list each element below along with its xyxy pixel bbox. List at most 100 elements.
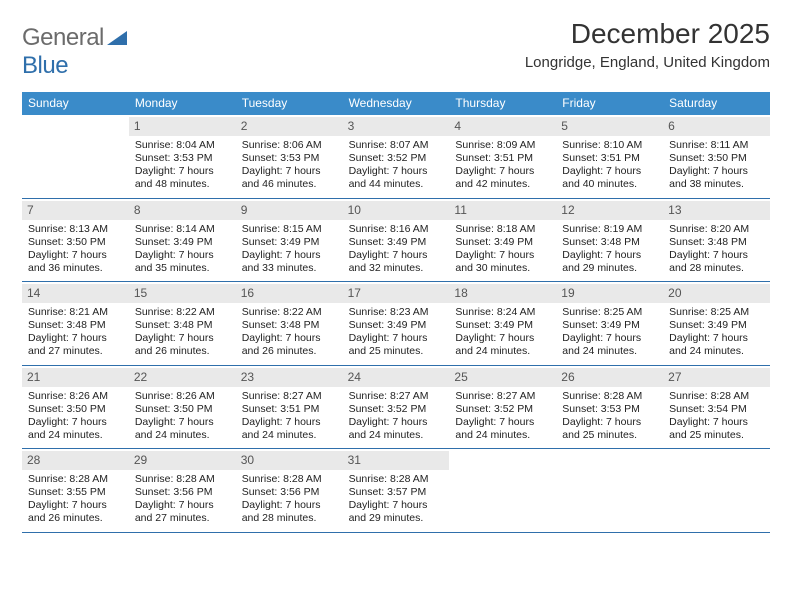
day-number: 21 [22, 368, 129, 387]
daylight-text: and 35 minutes. [135, 262, 230, 275]
daylight-text: and 24 minutes. [135, 429, 230, 442]
daylight-text: Daylight: 7 hours [349, 499, 444, 512]
day-cell: 15Sunrise: 8:22 AMSunset: 3:48 PMDayligh… [129, 282, 236, 365]
daylight-text: Daylight: 7 hours [349, 249, 444, 262]
sunset-text: Sunset: 3:57 PM [349, 486, 444, 499]
daylight-text: Daylight: 7 hours [455, 416, 550, 429]
day-cell: 18Sunrise: 8:24 AMSunset: 3:49 PMDayligh… [449, 282, 556, 365]
sunrise-text: Sunrise: 8:04 AM [135, 139, 230, 152]
day-number: 28 [22, 451, 129, 470]
sunrise-text: Sunrise: 8:26 AM [28, 390, 123, 403]
day-number: 15 [129, 284, 236, 303]
daylight-text: and 24 minutes. [562, 345, 657, 358]
daylight-text: and 25 minutes. [669, 429, 764, 442]
daylight-text: Daylight: 7 hours [28, 416, 123, 429]
day-number: 10 [343, 201, 450, 220]
sunset-text: Sunset: 3:48 PM [669, 236, 764, 249]
day-number: 31 [343, 451, 450, 470]
sunrise-text: Sunrise: 8:21 AM [28, 306, 123, 319]
daylight-text: and 32 minutes. [349, 262, 444, 275]
daylight-text: Daylight: 7 hours [455, 332, 550, 345]
sunset-text: Sunset: 3:53 PM [135, 152, 230, 165]
week-row: 14 Sunrise: 8:21 AMSunset: 3:48 PM Dayligh… [22, 282, 770, 366]
daylight-text: Daylight: 7 hours [242, 249, 337, 262]
daylight-text: Daylight: 7 hours [135, 332, 230, 345]
logo-triangle-icon [107, 24, 127, 52]
daylight-text: and 46 minutes. [242, 178, 337, 191]
daylight-text: and 48 minutes. [135, 178, 230, 191]
week-row: 1Sunrise: 8:04 AMSunset: 3:53 PMDaylight… [22, 115, 770, 199]
day-cell: 20Sunrise: 8:25 AMSunset: 3:49 PMDayligh… [663, 282, 770, 365]
daylight-text: Daylight: 7 hours [669, 416, 764, 429]
daylight-text: Daylight: 7 hours [135, 249, 230, 262]
day-number: 2 [236, 117, 343, 136]
daylight-text: and 24 minutes. [455, 429, 550, 442]
day-cell: 8Sunrise: 8:14 AMSunset: 3:49 PMDaylight… [129, 199, 236, 282]
sunset-text: Sunset: 3:48 PM [28, 319, 123, 332]
day-number: 25 [449, 368, 556, 387]
daylight-text: Daylight: 7 hours [28, 249, 123, 262]
empty-cell [22, 115, 129, 198]
day-number: 14 [22, 284, 129, 303]
day-cell: 6Sunrise: 8:11 AMSunset: 3:50 PMDaylight… [663, 115, 770, 198]
daylight-text: Daylight: 7 hours [28, 499, 123, 512]
sunset-text: Sunset: 3:56 PM [242, 486, 337, 499]
daylight-text: and 24 minutes. [349, 429, 444, 442]
day-header-cell: Saturday [663, 92, 770, 115]
day-cell: 11Sunrise: 8:18 AMSunset: 3:49 PMDayligh… [449, 199, 556, 282]
daylight-text: and 40 minutes. [562, 178, 657, 191]
daylight-text: and 27 minutes. [135, 512, 230, 525]
daylight-text: Daylight: 7 hours [349, 165, 444, 178]
empty-cell [556, 449, 663, 532]
sunset-text: Sunset: 3:53 PM [242, 152, 337, 165]
sunset-text: Sunset: 3:52 PM [349, 403, 444, 416]
day-number: 11 [449, 201, 556, 220]
day-number: 27 [663, 368, 770, 387]
calendar: SundayMondayTuesdayWednesdayThursdayFrid… [22, 92, 770, 533]
day-number: 7 [22, 201, 129, 220]
sunrise-text: Sunrise: 8:06 AM [242, 139, 337, 152]
day-cell: 17Sunrise: 8:23 AMSunset: 3:49 PMDayligh… [343, 282, 450, 365]
day-number: 30 [236, 451, 343, 470]
sunrise-text: Sunrise: 8:11 AM [669, 139, 764, 152]
daylight-text: Daylight: 7 hours [562, 416, 657, 429]
daylight-text: Daylight: 7 hours [242, 332, 337, 345]
day-cell: 4Sunrise: 8:09 AMSunset: 3:51 PMDaylight… [449, 115, 556, 198]
daylight-text: Daylight: 7 hours [135, 416, 230, 429]
daylight-text: Daylight: 7 hours [562, 249, 657, 262]
sunset-text: Sunset: 3:49 PM [349, 319, 444, 332]
daylight-text: and 42 minutes. [455, 178, 550, 191]
day-number: 19 [556, 284, 663, 303]
daylight-text: Daylight: 7 hours [242, 416, 337, 429]
sunset-text: Sunset: 3:50 PM [28, 403, 123, 416]
day-header-row: SundayMondayTuesdayWednesdayThursdayFrid… [22, 92, 770, 115]
sunrise-text: Sunrise: 8:19 AM [562, 223, 657, 236]
day-cell: 25Sunrise: 8:27 AMSunset: 3:52 PMDayligh… [449, 366, 556, 449]
day-number: 3 [343, 117, 450, 136]
daylight-text: and 44 minutes. [349, 178, 444, 191]
sunset-text: Sunset: 3:53 PM [562, 403, 657, 416]
daylight-text: and 24 minutes. [455, 345, 550, 358]
day-cell: 10Sunrise: 8:16 AMSunset: 3:49 PMDayligh… [343, 199, 450, 282]
sunrise-text: Sunrise: 8:22 AM [135, 306, 230, 319]
day-number: 4 [449, 117, 556, 136]
day-number: 6 [663, 117, 770, 136]
daylight-text: and 29 minutes. [349, 512, 444, 525]
daylight-text: Daylight: 7 hours [669, 332, 764, 345]
sunrise-text: Sunrise: 8:28 AM [562, 390, 657, 403]
sunset-text: Sunset: 3:54 PM [669, 403, 764, 416]
daylight-text: and 26 minutes. [135, 345, 230, 358]
day-number: 23 [236, 368, 343, 387]
sunset-text: Sunset: 3:49 PM [349, 236, 444, 249]
daylight-text: Daylight: 7 hours [242, 165, 337, 178]
sunrise-text: Sunrise: 8:25 AM [562, 306, 657, 319]
daylight-text: Daylight: 7 hours [455, 165, 550, 178]
daylight-text: and 26 minutes. [28, 512, 123, 525]
daylight-text: Daylight: 7 hours [455, 249, 550, 262]
daylight-text: and 36 minutes. [28, 262, 123, 275]
sunrise-text: Sunrise: 8:26 AM [135, 390, 230, 403]
daylight-text: and 26 minutes. [242, 345, 337, 358]
day-number: 9 [236, 201, 343, 220]
day-number: 20 [663, 284, 770, 303]
week-row: 7Sunrise: 8:13 AMSunset: 3:50 PMDaylight… [22, 199, 770, 283]
